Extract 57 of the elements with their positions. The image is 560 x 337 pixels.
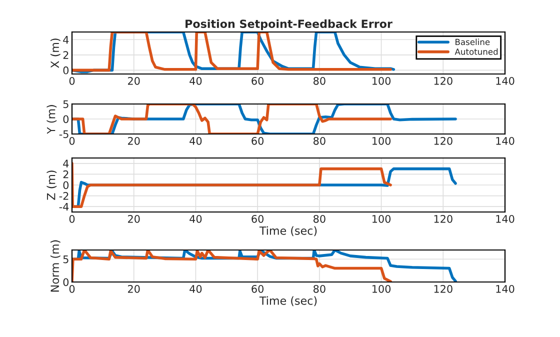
y-tick-label: 2: [63, 51, 68, 59]
y-tick-label: 5: [63, 256, 68, 264]
x-tick-label: 80: [314, 136, 326, 145]
y-axis-title: X (m): [50, 38, 60, 68]
legend-label: Autotuned: [454, 48, 498, 55]
x-tick-label: 140: [496, 284, 514, 293]
x-tick-label: 20: [128, 76, 140, 85]
y-tick-label: 0: [63, 66, 69, 74]
x-tick-label: 60: [252, 214, 264, 223]
x-tick-label: 60: [252, 136, 264, 145]
x-tick-label: 20: [128, 284, 140, 293]
line-series: [72, 250, 392, 282]
x-tick-label: 140: [496, 136, 514, 145]
x-tick-label: 60: [252, 76, 264, 85]
x-tick-label: 40: [190, 136, 202, 145]
x-tick-label: 100: [372, 76, 391, 85]
line-series: [72, 104, 392, 134]
x-tick-label: 20: [128, 136, 140, 145]
y-tick-label: 5: [63, 100, 68, 108]
x-tick-label: 80: [314, 76, 326, 85]
y-tick-label: 0: [63, 181, 69, 190]
x-tick-label: 120: [434, 284, 452, 293]
x-tick-label: 60: [252, 284, 264, 293]
y-tick-label: 4: [63, 160, 69, 168]
x-tick-label: 100: [372, 284, 391, 293]
y-axis-title: Z (m): [46, 170, 57, 200]
x-tick-label: 0: [69, 76, 75, 85]
legend-label: Baseline: [456, 38, 490, 46]
y-tick-label: -5: [59, 130, 68, 138]
line-series: [72, 162, 392, 208]
x-tick-label: 120: [434, 214, 452, 223]
y-axis-title: Y (m): [46, 105, 57, 134]
y-tick-label: 0: [63, 278, 69, 286]
chart-title: Position Setpoint-Feedback Error: [186, 19, 392, 30]
x-tick-label: 140: [496, 214, 514, 223]
x-axis-title: Time (sec): [259, 296, 317, 306]
x-tick-label: 80: [314, 214, 326, 223]
x-tick-label: 40: [190, 76, 202, 85]
y-tick-label: 0: [63, 115, 69, 124]
y-axis-title: Norm (m): [50, 240, 60, 292]
y-tick-label: -4: [59, 202, 69, 211]
x-tick-label: 20: [128, 214, 140, 223]
x-tick-label: 40: [190, 214, 202, 223]
x-axis-title: Time (sec): [259, 226, 317, 236]
y-tick-label: 2: [63, 170, 68, 178]
x-tick-label: 0: [69, 284, 75, 293]
x-tick-label: 100: [372, 214, 391, 223]
x-tick-label: 120: [434, 136, 452, 145]
x-tick-label: 140: [496, 76, 514, 85]
x-tick-label: 80: [314, 284, 326, 293]
x-tick-label: 40: [190, 284, 202, 293]
x-tick-label: 100: [372, 136, 391, 145]
x-tick-label: 0: [69, 214, 75, 223]
x-tick-label: 0: [69, 136, 75, 145]
y-tick-label: -2: [59, 192, 68, 200]
x-tick-label: 120: [434, 76, 452, 85]
y-tick-label: 4: [63, 36, 69, 44]
